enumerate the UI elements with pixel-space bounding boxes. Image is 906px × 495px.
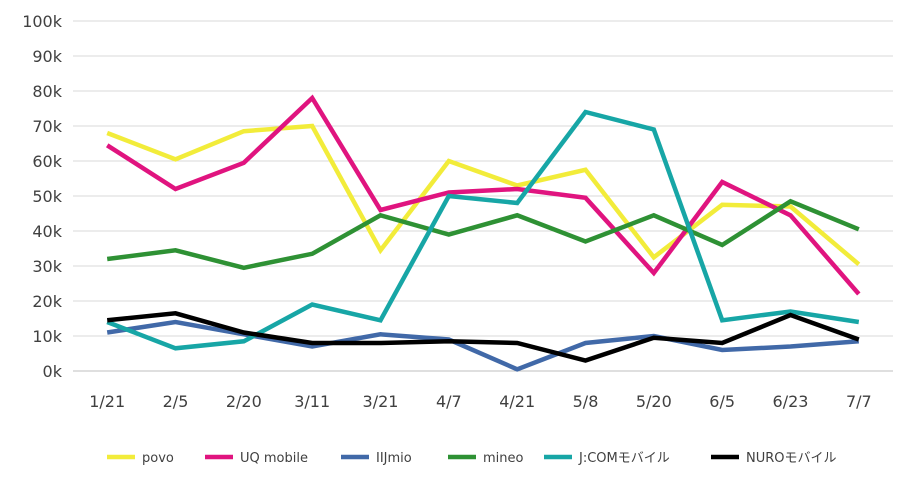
series-line-3 (106, 198, 860, 271)
y-tick-label: 100k (22, 12, 63, 31)
x-tick-label: 5/8 (573, 392, 599, 411)
grid-lines (73, 20, 893, 372)
x-tick-label: 6/5 (709, 392, 735, 411)
y-tick-label: 50k (32, 187, 62, 206)
legend-label: UQ mobile (240, 451, 308, 466)
series-line-0 (106, 123, 861, 267)
legend-label: J:COMモバイル (578, 451, 670, 466)
series-line-1 (105, 94, 861, 296)
legend-label: NUROモバイル (746, 451, 837, 466)
legend: povo UQ mobile IIJmio mineo J:COMモバイル NUROモバイ… (107, 451, 837, 466)
y-tick-label: 10k (32, 327, 62, 346)
x-tick-label: 2/20 (226, 392, 262, 411)
series-lines (105, 94, 861, 372)
y-tick-label: 80k (32, 82, 62, 101)
x-tick-label: 7/7 (846, 392, 872, 411)
series-line-4 (106, 109, 860, 351)
series-line-5 (106, 311, 860, 363)
y-tick-label: 20k (32, 292, 62, 311)
y-tick-label: 0k (43, 362, 63, 381)
y-axis-tick-labels: 0k 10k 20k 30k 40k 50k 60k 70k 80k 90k 100k (22, 12, 63, 381)
legend-label: povo (142, 451, 174, 466)
y-tick-label: 70k (32, 117, 62, 136)
legend-label: IIJmio (376, 451, 412, 466)
y-tick-label: 30k (32, 257, 62, 276)
x-tick-label: 5/20 (636, 392, 672, 411)
x-tick-label: 1/21 (89, 392, 125, 411)
legend-label: mineo (483, 451, 524, 466)
x-axis-tick-labels: 1/21 2/5 2/20 3/11 3/21 4/7 4/21 5/8 5/20 6/5 6/23… (89, 392, 872, 411)
x-tick-label: 3/21 (363, 392, 399, 411)
x-tick-label: 4/7 (436, 392, 462, 411)
x-tick-label: 2/5 (163, 392, 189, 411)
x-tick-label: 6/23 (773, 392, 809, 411)
y-tick-label: 40k (32, 222, 62, 241)
x-tick-label: 4/21 (499, 392, 535, 411)
y-tick-label: 90k (32, 47, 62, 66)
x-tick-label: 3/11 (294, 392, 330, 411)
series-line-2 (106, 319, 859, 372)
y-tick-label: 60k (32, 152, 62, 171)
